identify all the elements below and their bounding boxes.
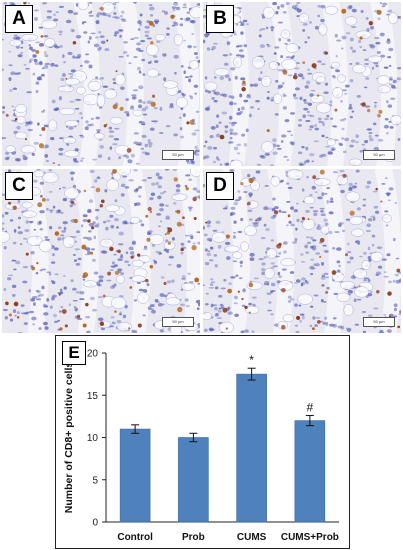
tissue-image [203, 169, 401, 333]
panel-label-e: E [62, 341, 86, 365]
bar-cums-prob [294, 420, 326, 523]
bar-chart: 0 5 10 15 20 Number of CD8+ positive cells Con… [63, 349, 339, 543]
y-tick-label: 20 [87, 349, 99, 360]
significance-marker: * [249, 353, 254, 367]
scale-bar-b: 50 μm [363, 150, 395, 160]
x-tick-label: CUMS [237, 532, 267, 543]
x-tick-label: CUMS+Prob [281, 532, 339, 543]
x-tick-label: Prob [182, 532, 205, 543]
y-tick-label: 5 [92, 475, 98, 486]
bar-prob [178, 437, 209, 523]
micrograph-panel-c: C 50 μm [2, 169, 200, 333]
tissue-image [203, 2, 401, 166]
panel-label-b: B [206, 5, 234, 33]
micrograph-panel-d: D 50 μm [203, 169, 401, 333]
scale-bar-d: 50 μm [363, 317, 395, 327]
panel-label-a: A [5, 5, 33, 33]
y-tick-label: 0 [92, 518, 98, 529]
bar-cums [236, 373, 267, 523]
y-axis-title: Number of CD8+ positive cells [63, 362, 75, 514]
y-tick-label: 15 [87, 391, 99, 402]
scale-bar-c: 50 μm [162, 317, 194, 327]
tissue-image [2, 2, 200, 166]
panel-label-d: D [206, 172, 234, 200]
micrograph-panel-b: B 50 μm [203, 2, 401, 166]
bar-chart-panel: E 0 5 10 15 20 Number of CD8+ positive cells C… [55, 335, 350, 549]
scale-bar-a: 50 μm [162, 150, 194, 160]
y-tick-label: 10 [87, 433, 99, 444]
bar-control [119, 428, 151, 523]
panel-label-c: C [5, 172, 33, 200]
significance-marker: # [307, 401, 314, 415]
x-tick-label: Control [117, 532, 153, 543]
micrograph-panel-a: A 50 μm [2, 2, 200, 166]
